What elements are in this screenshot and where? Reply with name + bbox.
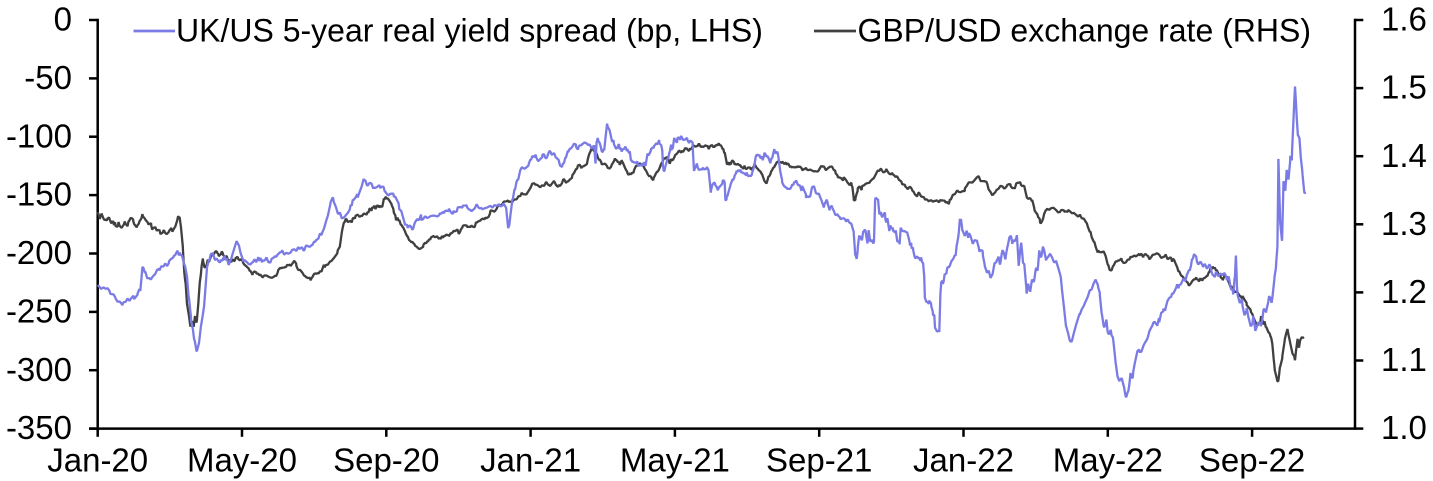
svg-text:1.3: 1.3 bbox=[1381, 205, 1427, 242]
svg-text:-100: -100 bbox=[6, 117, 72, 154]
svg-text:Jan-22: Jan-22 bbox=[913, 442, 1014, 479]
svg-text:Sep-20: Sep-20 bbox=[333, 442, 439, 479]
svg-text:UK/US 5-year real yield spread: UK/US 5-year real yield spread (bp, LHS) bbox=[176, 13, 763, 49]
svg-text:-150: -150 bbox=[6, 176, 72, 213]
svg-text:-200: -200 bbox=[6, 234, 72, 271]
svg-text:Sep-21: Sep-21 bbox=[766, 442, 872, 479]
svg-text:1.1: 1.1 bbox=[1381, 341, 1427, 378]
svg-text:May-21: May-21 bbox=[620, 442, 730, 479]
svg-text:0: 0 bbox=[54, 1, 72, 38]
svg-text:-250: -250 bbox=[6, 293, 72, 330]
svg-text:1.6: 1.6 bbox=[1381, 1, 1427, 38]
svg-text:-300: -300 bbox=[6, 351, 72, 388]
svg-text:1.4: 1.4 bbox=[1381, 137, 1427, 174]
svg-text:May-20: May-20 bbox=[187, 442, 297, 479]
svg-text:Jan-20: Jan-20 bbox=[47, 442, 148, 479]
svg-text:May-22: May-22 bbox=[1053, 442, 1163, 479]
svg-text:Jan-21: Jan-21 bbox=[480, 442, 581, 479]
svg-text:Sep-22: Sep-22 bbox=[1199, 442, 1305, 479]
svg-text:-50: -50 bbox=[24, 59, 72, 96]
svg-text:1.0: 1.0 bbox=[1381, 409, 1427, 446]
svg-text:-350: -350 bbox=[6, 409, 72, 446]
svg-text:GBP/USD exchange rate (RHS): GBP/USD exchange rate (RHS) bbox=[858, 13, 1312, 49]
svg-text:1.5: 1.5 bbox=[1381, 69, 1427, 106]
svg-text:1.2: 1.2 bbox=[1381, 273, 1427, 310]
